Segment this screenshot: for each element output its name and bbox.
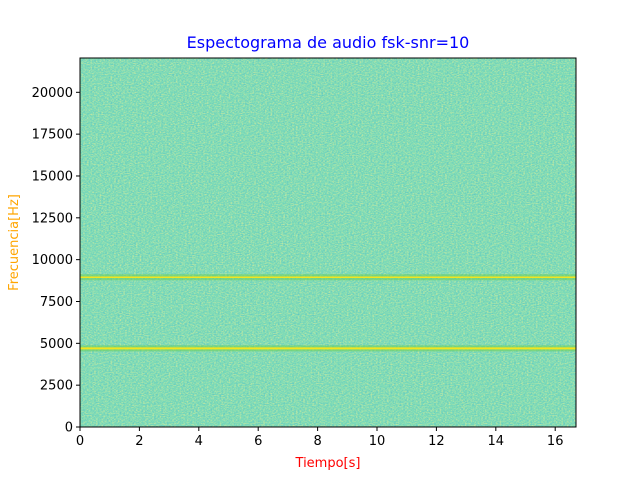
x-tick-label: 14 [488,434,505,449]
y-tick-label: 5000 [40,337,73,352]
x-tick-label: 0 [76,434,84,449]
y-tick-label: 15000 [32,169,73,184]
x-tick-label: 4 [195,434,203,449]
plot-frame [79,57,577,428]
x-tick-label: 12 [428,434,445,449]
plot-area [79,57,577,428]
x-tick-label: 2 [135,434,143,449]
y-tick-label: 7500 [40,295,73,310]
tone-lines [80,274,576,352]
x-tick-label: 16 [547,434,564,449]
spectrogram-noise [80,58,576,427]
y-tick-label: 10000 [32,253,73,268]
y-tick-label: 0 [65,421,73,436]
x-tick-label: 8 [313,434,321,449]
y-tick-label: 20000 [32,86,73,101]
chart-title: Espectograma de audio fsk-snr=10 [187,33,470,52]
x-tick-label: 10 [369,434,386,449]
x-axis-ticks: 0 2 4 6 8 10 12 14 16 [76,427,564,449]
x-axis-label: Tiempo[s] [295,456,361,471]
y-tick-label: 12500 [32,211,73,226]
x-tick-label: 6 [254,434,262,449]
y-axis-label: Frecuencia[Hz] [7,194,22,291]
y-axis-ticks: 0 2500 5000 7500 10000 12500 15000 17500 20000 [32,86,80,436]
y-tick-label: 17500 [32,128,73,143]
y-tick-label: 2500 [40,379,73,394]
